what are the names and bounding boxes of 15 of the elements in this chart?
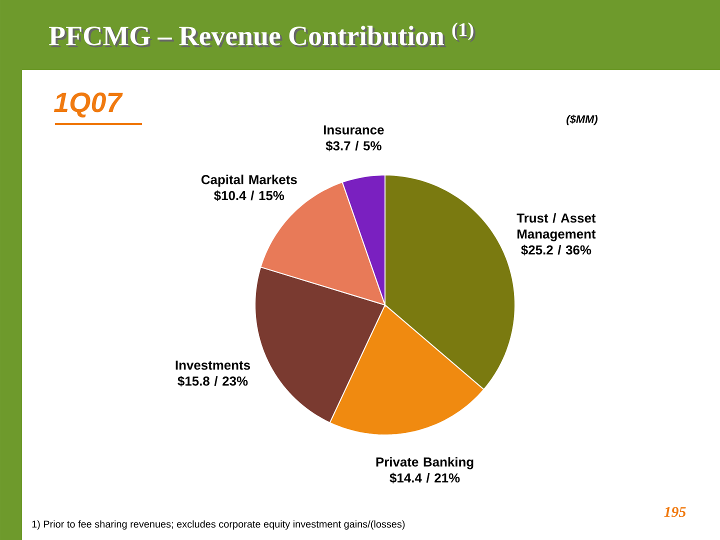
data-label: $10.4 / 15% bbox=[214, 190, 284, 202]
text: 195 bbox=[664, 506, 686, 517]
data-label: $25.2 / 36% bbox=[521, 244, 592, 256]
slice-label: Investments bbox=[176, 360, 250, 370]
text: ($MM) bbox=[566, 114, 598, 126]
slice-label: Capital Markets bbox=[201, 174, 297, 187]
chart-subtitle: 1Q07 bbox=[54, 92, 123, 118]
data-label: $15.8 / 23% bbox=[178, 376, 248, 387]
slice-label: Private Banking bbox=[376, 457, 474, 470]
slice-label: Trust / Asset Management bbox=[516, 213, 596, 242]
text: 1) Prior to fee sharing revenues; excludes corporate equity investment gains/(losses) bbox=[32, 520, 405, 530]
data-label: $14.4 / 21% bbox=[390, 472, 460, 484]
chart-title: PFCMG – Revenue Contribution $^{(1)}$ bbox=[51, 24, 476, 48]
data-label: $3.7 / 5% bbox=[326, 140, 382, 152]
slice-label: Insurance bbox=[324, 125, 384, 134]
